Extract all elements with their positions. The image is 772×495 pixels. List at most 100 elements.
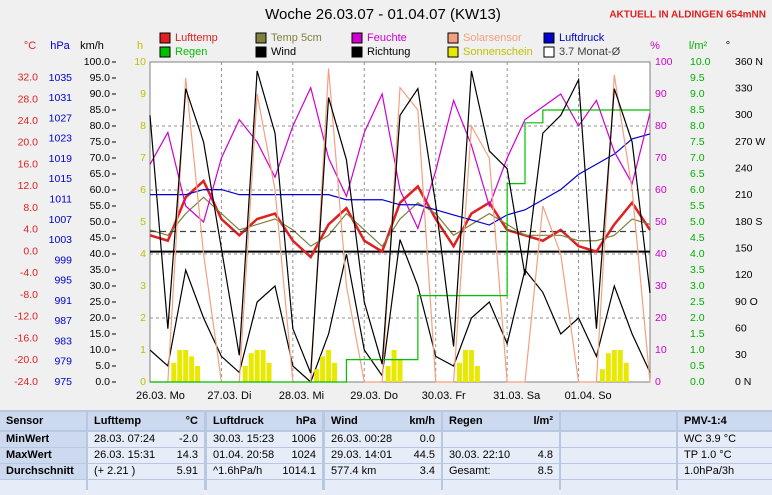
table-cell [0, 480, 86, 495]
cell-text: °C [185, 415, 198, 427]
legend-swatch [543, 32, 555, 44]
cell-text: 8.5 [537, 465, 553, 477]
sunshine-bar [332, 362, 338, 382]
y-tick-label: 1035 [49, 72, 73, 84]
y-tick-label: 20.0 [90, 312, 111, 324]
x-tick-label: 31.03. Sa [493, 390, 541, 402]
legend-label: Solarsensor [463, 32, 522, 44]
cell-text: 577.4 km [331, 465, 377, 477]
cell-text: (+ 2.21 ) [94, 465, 136, 477]
table-cell: 30.03. 22:10 4.8 [443, 448, 559, 463]
series-line [150, 133, 651, 226]
legend-swatch [159, 46, 171, 58]
y-tick-label: 1003 [49, 234, 73, 246]
cell-text: MaxWert [6, 449, 52, 461]
table-cell: 1.0hPa/3h [678, 464, 772, 479]
y-tick-label: 8.0 [23, 202, 38, 214]
header-cell: Regen l/m² [443, 412, 559, 430]
axis-title: km/h [80, 40, 104, 52]
axis-title: h [137, 40, 143, 52]
table-cell: 26.03. 00:28 0.0 [325, 432, 441, 447]
legend-label: Regen [175, 46, 207, 58]
sunshine-bar [242, 366, 248, 382]
sunshine-bar [623, 362, 629, 382]
y-tick-label: 210 [735, 189, 753, 201]
y-tick-label: 10 [655, 344, 667, 356]
sunshine-bar [599, 369, 605, 382]
y-tick-label: 30.0 [90, 280, 111, 292]
y-tick-label: 8.5 [690, 104, 705, 116]
y-tick-label: 80 [655, 120, 667, 132]
y-tick-label: 28.0 [18, 93, 39, 105]
y-tick-label: 979 [54, 356, 72, 368]
y-tick-label: 32.0 [18, 72, 39, 84]
series-line [149, 196, 651, 248]
axis-title: l/m² [689, 40, 708, 52]
y-tick-label: -8.0 [20, 289, 38, 301]
legend-swatch [447, 46, 459, 58]
cell-text: Lufttemp [94, 415, 142, 427]
legend-swatch [255, 46, 267, 58]
sunshine-bar [183, 350, 189, 382]
y-tick-label: 8 [140, 120, 146, 132]
cell-text: Luftdruck [213, 415, 264, 427]
cell-text: 0.0 [419, 433, 435, 445]
y-tick-label: 20.0 [18, 137, 39, 149]
y-tick-label: 1 [140, 344, 146, 356]
cell-text: 44.5 [413, 449, 435, 461]
y-tick-label: 90.0 [90, 88, 111, 100]
cell-text: 14.3 [176, 449, 198, 461]
sunshine-bar [260, 350, 266, 382]
cell-text: TP 1.0 °C [684, 449, 732, 461]
sunshine-bar [611, 350, 617, 382]
y-tick-label: 7 [140, 152, 146, 164]
table-cell: MinWert [0, 432, 86, 447]
y-tick-label: 90 [655, 88, 667, 100]
y-tick-label: 75.0 [90, 136, 111, 148]
x-tick-label: 27.03. Di [207, 390, 251, 402]
y-tick-label: 4 [140, 248, 146, 260]
y-tick-label: 4.0 [690, 248, 705, 260]
sunshine-bar [457, 362, 463, 382]
y-tick-label: -16.0 [14, 332, 38, 344]
y-tick-label: 9.0 [690, 88, 705, 100]
cell-text: km/h [409, 415, 435, 427]
y-tick-label: 16.0 [18, 158, 39, 170]
y-tick-label: 999 [54, 254, 72, 266]
legend-label: Temp 5cm [271, 32, 322, 44]
table-cell [325, 480, 441, 495]
sunshine-bar [605, 353, 611, 382]
sunshine-bar [320, 356, 326, 382]
y-tick-label: 50 [655, 216, 667, 228]
y-tick-label: 70 [655, 152, 667, 164]
y-tick-label: 50.0 [90, 216, 111, 228]
y-tick-label: 1031 [49, 92, 73, 104]
y-tick-label: 1011 [49, 194, 72, 206]
x-tick-label: 30.03. Fr [422, 390, 466, 402]
cell-text: 30.03. 15:23 [213, 433, 275, 445]
cell-text: 01.04. 20:58 [213, 449, 275, 461]
legend-label: Feuchte [367, 32, 407, 44]
y-tick-label: 95.0 [90, 72, 111, 84]
x-tick-label: 29.03. Do [350, 390, 398, 402]
header-cell: Lufttemp °C [88, 412, 204, 430]
table-cell: 26.03. 15:31 14.3 [88, 448, 204, 463]
header-cell: Sensor [0, 412, 86, 430]
series-line [149, 239, 651, 384]
table-cell: 29.03. 14:01 44.5 [325, 448, 441, 463]
cell-text: Sensor [6, 415, 44, 427]
y-tick-label: 5.5 [690, 200, 705, 212]
header-cell: PMV-1:4 [678, 412, 772, 430]
y-tick-label: 90 O [735, 296, 758, 308]
y-tick-label: 70.0 [90, 152, 111, 164]
table-cell [561, 480, 676, 495]
legend-label: 3.7 Monat-Ø [559, 46, 621, 58]
y-tick-label: -12.0 [14, 311, 38, 323]
y-tick-label: 360 N [735, 56, 763, 68]
y-tick-label: 0 [140, 376, 146, 388]
sunshine-bar [468, 350, 474, 382]
cell-text: l/m² [533, 415, 553, 427]
cell-text: Durchschnitt [6, 465, 74, 477]
y-tick-label: 10.0 [90, 344, 111, 356]
